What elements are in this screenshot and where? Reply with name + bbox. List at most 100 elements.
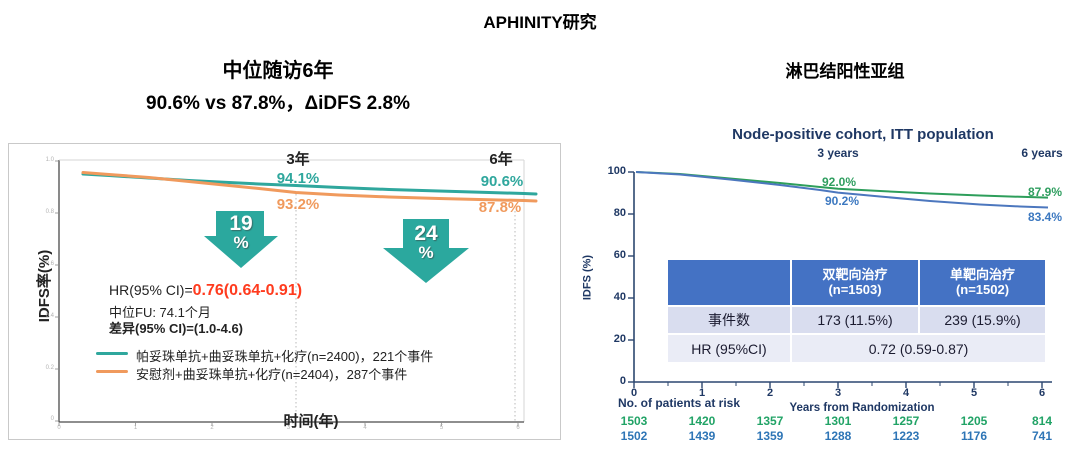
right-ytick-60: 60: [613, 249, 626, 261]
right-ytick-80: 80: [613, 207, 626, 219]
right-chart-canvas: [628, 171, 1052, 388]
single-target-curve: [635, 171, 1049, 209]
left-ytick-1: 1.0: [45, 157, 54, 163]
risk-green-y4: 1257: [892, 414, 920, 428]
left-ytick-06: 0.6: [45, 261, 54, 267]
risk-reduction-arrow-24: [383, 219, 469, 283]
left-ytick-02: 0.2: [45, 365, 54, 371]
risk-blue-y2: 1359: [756, 429, 784, 443]
risk-blue-y1: 1439: [688, 429, 716, 443]
right-x-axis-label: Years from Randomization: [789, 402, 935, 414]
legend-line-placebo: [96, 370, 128, 373]
left-ytick-04: 0.4: [45, 313, 54, 319]
difference-line: 差异(95% CI)=(1.0-4.6): [109, 321, 244, 336]
arrow-24-label: 24 %: [399, 223, 453, 262]
risk-blue-y6: 741: [1031, 429, 1053, 443]
right-xtick-0: 0: [630, 387, 638, 399]
events-row-label: 事件数: [668, 307, 790, 333]
risk-green-y5: 1205: [960, 414, 988, 428]
right-subtitle-node-positive: 淋巴结阳性亚组: [785, 62, 905, 81]
slide-title: APHINITY研究: [483, 13, 597, 32]
left-xtick-1: 1: [133, 425, 138, 431]
risk-green-y3: 1301: [824, 414, 852, 428]
dual-target-header-name: 双靶向治疗: [822, 266, 888, 282]
risk-blue-y3: 1288: [824, 429, 852, 443]
left-x-ticks: [58, 422, 519, 426]
risk-blue-y4: 1223: [892, 429, 920, 443]
risk-green-y1: 1420: [688, 414, 716, 428]
left-ytick-08: 0.8: [45, 209, 54, 215]
hr-line: HR(95% CI)=0.76(0.64-0.91): [109, 282, 302, 300]
left-xtick-5: 5: [439, 425, 444, 431]
left-6yr-marker: 6年: [489, 151, 513, 168]
legend-label-placebo: 安慰剂+曲妥珠单抗+化疗(n=2404)，287个事件: [136, 367, 408, 382]
arrow-19-percent: %: [233, 233, 249, 253]
left-y-ticks: [55, 160, 59, 422]
right-chart: Node-positive cohort, ITT population 3 y…: [560, 118, 1080, 469]
right-chart-title: Node-positive cohort, ITT population: [732, 126, 994, 143]
hr-prefix: HR(95% CI)=: [109, 282, 193, 298]
risk-blue-y0: 1502: [620, 429, 648, 443]
arrow-24-percent: %: [418, 243, 434, 263]
pertuzumab-6yr-rate: 90.6%: [480, 173, 524, 190]
dual-target-3yr-rate: 92.0%: [822, 175, 857, 189]
legend-line-pertuzumab: [96, 352, 128, 355]
arrow-19-number: 19: [229, 212, 253, 235]
single-target-3yr-rate: 90.2%: [825, 194, 860, 208]
left-x-axis-label: 时间(年): [283, 413, 339, 430]
left-xtick-3: 3: [286, 425, 291, 431]
left-xtick-4: 4: [363, 425, 367, 431]
left-chart-panel: IDFS率(%) 1.0 0.8 0.6 0.4 0.2 0 0 1 2 3 4…: [8, 143, 561, 440]
risk-green-y2: 1357: [756, 414, 784, 428]
hr-row-label: HR (95%CI): [668, 335, 790, 362]
placebo-curve: [81, 171, 538, 203]
placebo-6yr-rate: 87.8%: [478, 199, 522, 216]
left-xtick-0: 0: [57, 425, 61, 431]
right-ytick-40: 40: [613, 291, 626, 303]
legend-label-pertuzumab: 帕妥珠单抗+曲妥珠单抗+化疗(n=2400)，221个事件: [136, 349, 434, 364]
right-y-ticks: [628, 171, 634, 383]
left-subtitle-followup: 中位随访6年: [222, 60, 334, 82]
right-xtick-6: 6: [1038, 387, 1046, 399]
risk-blue-y5: 1176: [960, 429, 988, 443]
events-dual-target-value: 173 (11.5%): [792, 307, 918, 333]
table-header-dual-target: 双靶向治疗 (n=1503): [792, 260, 918, 305]
right-y-axis-label: IDFS (%): [581, 254, 594, 301]
right-x-major-ticks: [633, 382, 1043, 388]
dual-target-header-n: (n=1503): [828, 281, 882, 297]
right-6yr-marker: 6 years: [1021, 146, 1063, 160]
single-target-6yr-rate: 83.4%: [1028, 210, 1063, 224]
arrow-19-label: 19 %: [214, 213, 268, 252]
hr-row-value: 0.72 (0.59-0.87): [792, 335, 1045, 362]
risk-reduction-arrow-19: [204, 211, 278, 268]
left-xtick-2: 2: [210, 425, 214, 431]
arrow-24-number: 24: [414, 222, 438, 245]
right-xtick-1: 1: [698, 387, 706, 399]
pertuzumab-3yr-rate: 94.1%: [276, 170, 320, 187]
results-table: 双靶向治疗 (n=1503) 单靶向治疗 (n=1502) 事件数 173 (1…: [668, 260, 1045, 362]
left-chart-canvas: [55, 159, 538, 426]
left-3yr-marker: 3年: [286, 151, 310, 168]
risk-green-y0: 1503: [620, 414, 648, 428]
right-ytick-20: 20: [613, 333, 626, 345]
placebo-3yr-rate: 93.2%: [276, 196, 320, 213]
left-xtick-6: 6: [516, 425, 520, 431]
median-fu-line: 中位FU: 74.1个月: [109, 305, 211, 320]
right-xtick-4: 4: [902, 387, 910, 399]
dual-target-6yr-rate: 87.9%: [1028, 185, 1063, 199]
right-ytick-0: 0: [619, 375, 626, 387]
table-header-single-target: 单靶向治疗 (n=1502): [920, 260, 1045, 305]
single-target-header-n: (n=1502): [955, 281, 1010, 297]
table-corner-cell: [668, 260, 790, 305]
risk-green-y6: 814: [1031, 414, 1053, 428]
right-xtick-2: 2: [766, 387, 774, 399]
right-x-minor-ticks: [667, 382, 1009, 386]
left-ytick-0: 0: [50, 416, 54, 422]
single-target-header-name: 单靶向治疗: [949, 266, 1015, 282]
patients-at-risk-label: No. of patients at risk: [618, 396, 741, 410]
hr-value: 0.76(0.64-0.91): [192, 282, 303, 299]
right-xtick-3: 3: [834, 387, 842, 399]
right-3yr-marker: 3 years: [817, 146, 859, 160]
left-subtitle-rates: 90.6% vs 87.8%，ΔiDFS 2.8%: [146, 93, 410, 114]
